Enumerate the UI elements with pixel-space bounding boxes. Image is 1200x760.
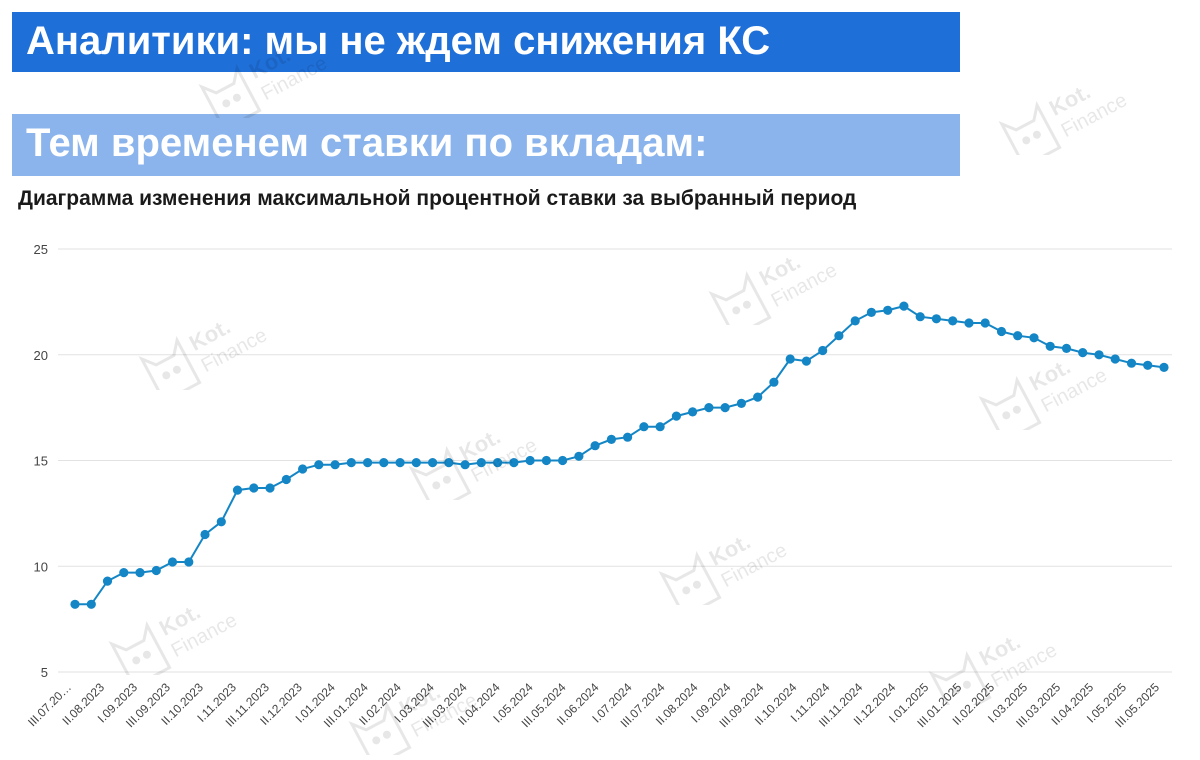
data-point xyxy=(314,460,324,470)
data-point xyxy=(428,458,438,468)
data-point xyxy=(1029,333,1039,343)
data-point xyxy=(996,326,1007,337)
y-tick-label: 20 xyxy=(34,348,48,363)
data-point xyxy=(509,458,519,468)
data-point xyxy=(346,458,356,468)
data-point xyxy=(232,485,243,495)
data-point xyxy=(785,354,795,364)
data-point xyxy=(1013,331,1023,341)
data-point xyxy=(541,455,552,466)
series-line xyxy=(75,305,1165,606)
data-point xyxy=(411,458,421,468)
data-point xyxy=(476,458,486,468)
data-point xyxy=(931,314,942,324)
data-point xyxy=(964,318,974,328)
data-point xyxy=(298,464,308,474)
data-point xyxy=(493,458,503,468)
data-point xyxy=(184,557,194,567)
data-point xyxy=(249,483,259,493)
data-point xyxy=(363,458,373,468)
data-point xyxy=(639,422,649,432)
data-point xyxy=(688,407,698,417)
data-point xyxy=(883,305,893,315)
data-point xyxy=(1110,354,1120,364)
data-point xyxy=(834,331,844,341)
data-point xyxy=(915,312,925,322)
subheadline-text: Тем временем ставки по вкладам: xyxy=(26,121,708,165)
data-point xyxy=(769,377,779,387)
data-point xyxy=(460,460,470,470)
data-point xyxy=(1094,350,1104,360)
data-point xyxy=(558,455,568,466)
subheadline-banner: Тем временем ставки по вкладам: xyxy=(12,114,960,176)
y-tick-label: 15 xyxy=(34,454,48,469)
data-point xyxy=(102,576,113,586)
data-point xyxy=(655,422,665,432)
data-point xyxy=(704,403,714,413)
data-point xyxy=(1143,360,1153,370)
data-point xyxy=(281,474,291,485)
chart-title: Диаграмма изменения максимальной процент… xyxy=(18,187,857,210)
data-point xyxy=(753,392,763,402)
data-point xyxy=(736,398,747,408)
data-point xyxy=(379,458,389,468)
data-point xyxy=(1078,348,1088,358)
data-point xyxy=(899,301,909,311)
data-point xyxy=(525,455,535,466)
data-point xyxy=(720,403,730,413)
data-point xyxy=(86,599,96,609)
data-point xyxy=(1061,343,1072,353)
data-point xyxy=(151,565,161,576)
data-point xyxy=(623,432,633,442)
data-point xyxy=(818,345,828,356)
data-point xyxy=(1045,341,1055,351)
data-point xyxy=(395,458,405,468)
y-tick-label: 10 xyxy=(34,559,48,574)
data-point xyxy=(801,356,812,366)
data-point xyxy=(216,517,226,527)
data-point xyxy=(671,411,682,421)
data-point xyxy=(850,316,860,326)
data-point xyxy=(574,451,584,461)
data-point xyxy=(119,568,129,578)
data-point xyxy=(135,568,145,578)
data-point xyxy=(590,441,600,451)
headline-banner: Аналитики: мы не ждем снижения КС xyxy=(12,12,960,72)
data-point xyxy=(1159,362,1169,372)
data-point xyxy=(606,434,617,444)
data-point xyxy=(1126,358,1137,368)
data-point xyxy=(866,307,877,317)
data-point xyxy=(265,483,275,493)
data-point xyxy=(980,318,990,328)
y-tick-label: 5 xyxy=(41,665,48,680)
headline-text: Аналитики: мы не ждем снижения КС xyxy=(26,19,771,63)
data-point xyxy=(70,599,80,609)
data-point xyxy=(444,458,454,468)
data-point xyxy=(200,529,210,540)
data-point xyxy=(330,460,340,470)
y-tick-label: 25 xyxy=(34,242,48,257)
data-point xyxy=(948,316,958,326)
data-point xyxy=(167,557,178,567)
